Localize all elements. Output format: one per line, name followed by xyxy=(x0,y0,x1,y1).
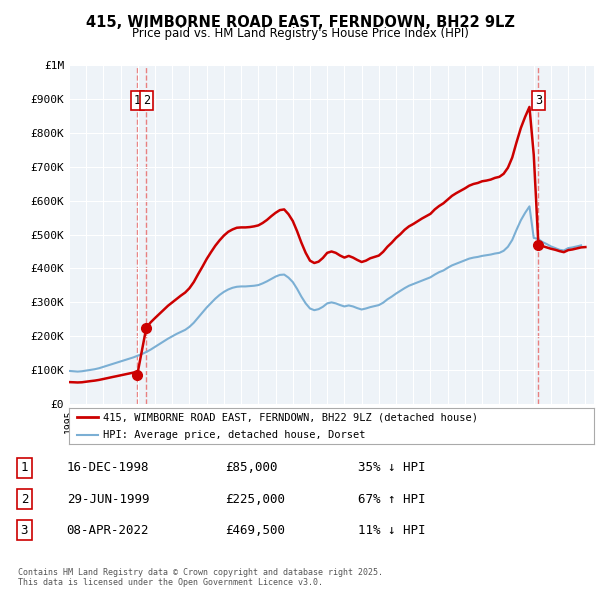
Text: 3: 3 xyxy=(535,94,542,107)
Text: £469,500: £469,500 xyxy=(225,524,285,537)
Text: 415, WIMBORNE ROAD EAST, FERNDOWN, BH22 9LZ: 415, WIMBORNE ROAD EAST, FERNDOWN, BH22 … xyxy=(86,15,514,30)
Text: 2: 2 xyxy=(20,493,28,506)
Text: 1: 1 xyxy=(20,461,28,474)
Text: 16-DEC-1998: 16-DEC-1998 xyxy=(67,461,149,474)
Text: 1: 1 xyxy=(134,94,141,107)
Text: 08-APR-2022: 08-APR-2022 xyxy=(67,524,149,537)
Text: 2: 2 xyxy=(143,94,150,107)
Text: £85,000: £85,000 xyxy=(225,461,278,474)
Text: Price paid vs. HM Land Registry's House Price Index (HPI): Price paid vs. HM Land Registry's House … xyxy=(131,27,469,40)
Text: £225,000: £225,000 xyxy=(225,493,285,506)
Text: 67% ↑ HPI: 67% ↑ HPI xyxy=(358,493,425,506)
Text: 29-JUN-1999: 29-JUN-1999 xyxy=(67,493,149,506)
Text: 35% ↓ HPI: 35% ↓ HPI xyxy=(358,461,425,474)
Text: 3: 3 xyxy=(20,524,28,537)
Text: 415, WIMBORNE ROAD EAST, FERNDOWN, BH22 9LZ (detached house): 415, WIMBORNE ROAD EAST, FERNDOWN, BH22 … xyxy=(103,412,478,422)
Text: HPI: Average price, detached house, Dorset: HPI: Average price, detached house, Dors… xyxy=(103,430,365,440)
Text: 11% ↓ HPI: 11% ↓ HPI xyxy=(358,524,425,537)
Text: Contains HM Land Registry data © Crown copyright and database right 2025.
This d: Contains HM Land Registry data © Crown c… xyxy=(18,568,383,587)
